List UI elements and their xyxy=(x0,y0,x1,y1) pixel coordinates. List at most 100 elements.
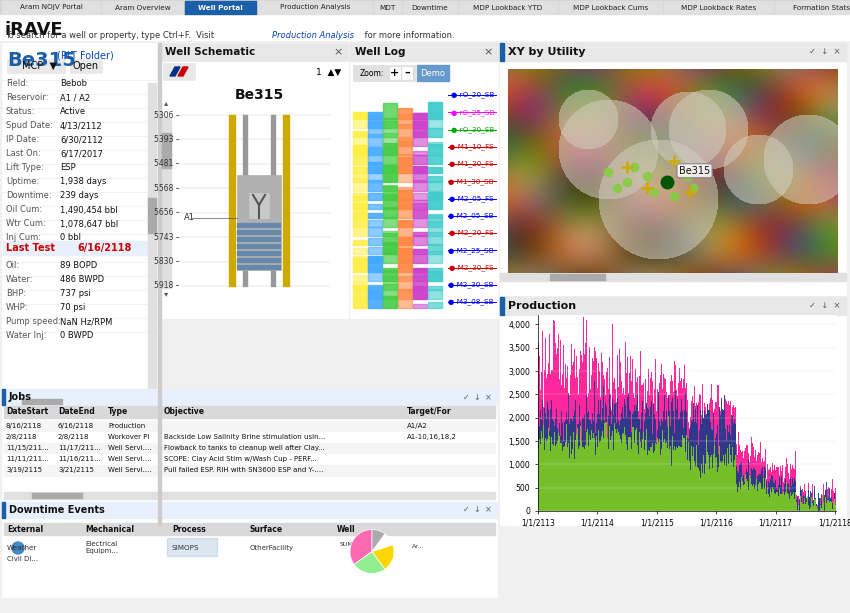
Bar xyxy=(605,403,606,511)
Bar xyxy=(636,405,637,511)
Bar xyxy=(398,154,412,164)
Bar xyxy=(813,499,814,511)
Bar xyxy=(500,297,846,315)
Bar xyxy=(800,486,801,511)
Bar xyxy=(563,423,564,511)
Bar xyxy=(353,282,367,290)
Bar xyxy=(832,491,834,511)
Bar xyxy=(398,165,412,182)
Bar xyxy=(383,165,397,182)
Bar xyxy=(748,459,749,511)
Bar xyxy=(707,405,708,511)
Bar xyxy=(799,500,800,511)
Bar xyxy=(575,400,576,511)
Text: 0 BWPD: 0 BWPD xyxy=(60,332,94,340)
Bar xyxy=(795,451,796,511)
Text: OtherFacility: OtherFacility xyxy=(250,545,294,551)
Text: Field:: Field: xyxy=(6,80,28,88)
Bar xyxy=(798,505,799,511)
Bar xyxy=(732,416,734,511)
Bar xyxy=(635,411,636,511)
Bar xyxy=(564,446,565,511)
Bar xyxy=(637,445,638,511)
Bar xyxy=(767,489,768,511)
Bar xyxy=(638,454,639,511)
Bar xyxy=(826,500,828,511)
Bar xyxy=(744,484,745,511)
Bar xyxy=(627,449,628,511)
Bar xyxy=(738,487,740,511)
Bar xyxy=(745,473,746,511)
Text: BHP:: BHP: xyxy=(6,289,26,299)
Bar xyxy=(696,403,698,511)
Text: Last Test: Last Test xyxy=(6,243,55,253)
Bar xyxy=(383,276,397,290)
Bar xyxy=(398,258,412,272)
Bar xyxy=(760,443,761,511)
Bar xyxy=(428,144,442,155)
Bar xyxy=(823,484,824,511)
Bar xyxy=(596,358,597,511)
Bar xyxy=(554,432,555,511)
Bar xyxy=(566,378,567,511)
Bar xyxy=(780,494,781,511)
Bar xyxy=(428,289,442,299)
Bar xyxy=(814,499,816,511)
Bar xyxy=(781,471,782,511)
Bar xyxy=(548,409,549,511)
Bar xyxy=(754,470,755,511)
Bar xyxy=(652,443,653,511)
Bar xyxy=(601,352,602,511)
Bar xyxy=(537,408,539,511)
Bar xyxy=(744,451,745,511)
Bar xyxy=(683,438,684,511)
Bar xyxy=(779,489,780,511)
Bar xyxy=(681,400,682,511)
Bar xyxy=(624,398,625,511)
Bar xyxy=(583,317,584,511)
Bar xyxy=(688,422,689,511)
Bar xyxy=(560,340,561,511)
Bar xyxy=(794,499,795,511)
Bar xyxy=(706,414,707,511)
Bar xyxy=(413,232,427,236)
Bar xyxy=(752,470,753,511)
Bar xyxy=(694,422,695,511)
Text: Flowback to tanks to cleanup well after Clay...: Flowback to tanks to cleanup well after … xyxy=(164,445,325,451)
Bar xyxy=(559,436,560,511)
Text: 486 BWPD: 486 BWPD xyxy=(60,275,104,284)
Bar xyxy=(428,268,442,272)
Text: Be315: Be315 xyxy=(679,166,710,176)
Bar xyxy=(615,429,616,511)
Bar xyxy=(589,420,590,511)
Bar xyxy=(616,433,617,511)
Bar xyxy=(610,394,611,511)
Bar xyxy=(762,457,763,511)
Bar xyxy=(762,467,763,511)
Bar xyxy=(162,117,171,288)
Bar xyxy=(705,411,706,511)
Bar xyxy=(598,363,599,511)
Bar xyxy=(706,435,707,511)
Bar xyxy=(807,500,808,511)
Bar xyxy=(643,421,645,511)
Bar xyxy=(737,471,738,511)
Bar xyxy=(643,450,645,511)
Bar xyxy=(237,223,281,228)
Bar xyxy=(599,414,600,511)
Bar xyxy=(601,436,602,511)
Circle shape xyxy=(12,542,24,554)
Bar xyxy=(642,384,643,511)
Text: ● M2_30_SB: ● M2_30_SB xyxy=(448,281,494,288)
Text: Process: Process xyxy=(172,525,206,533)
Bar xyxy=(702,411,704,511)
Bar xyxy=(675,391,676,511)
Bar xyxy=(353,167,367,182)
Bar xyxy=(777,490,778,511)
Text: Well Servi....: Well Servi.... xyxy=(108,467,151,473)
Bar xyxy=(824,492,825,511)
Polygon shape xyxy=(170,67,180,76)
Bar xyxy=(353,134,367,146)
Bar xyxy=(756,479,757,511)
Bar xyxy=(654,419,655,511)
